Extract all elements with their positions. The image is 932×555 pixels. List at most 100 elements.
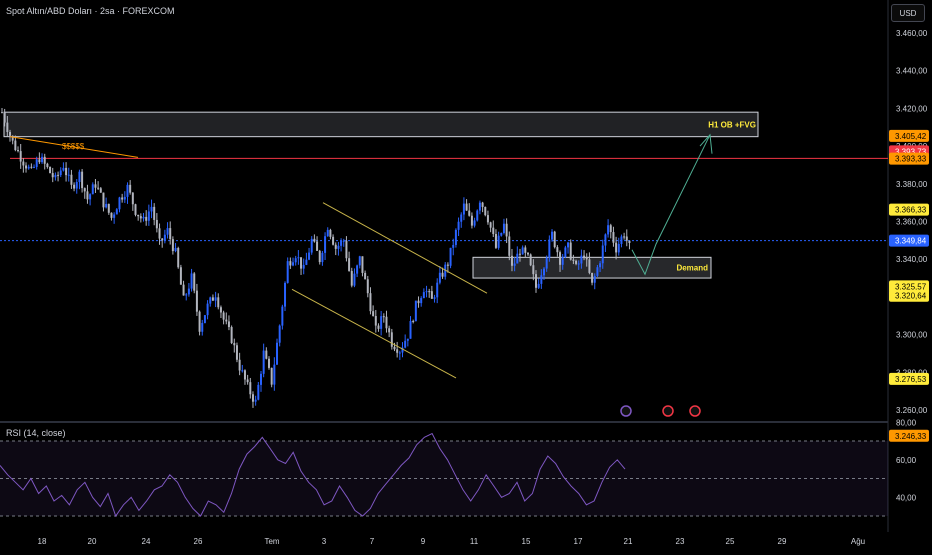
candle <box>195 283 198 316</box>
candle <box>470 212 473 229</box>
candle-body <box>241 370 244 372</box>
candle <box>449 247 452 269</box>
candle-body <box>86 191 89 200</box>
candle <box>385 310 388 333</box>
candle-body <box>388 328 391 333</box>
candle <box>89 193 92 206</box>
candle-body <box>615 242 618 253</box>
candle-body <box>254 399 257 402</box>
candle <box>441 267 444 279</box>
candle <box>102 192 105 212</box>
candle <box>49 166 52 174</box>
candle-body <box>54 174 57 178</box>
candle-body <box>222 312 225 320</box>
candle-body <box>150 206 153 212</box>
price-badge-bg <box>889 429 929 442</box>
candle-body <box>139 216 142 219</box>
candle <box>478 200 481 215</box>
candle <box>404 334 407 349</box>
candle <box>607 219 610 238</box>
rsi-line <box>0 432 626 518</box>
candle <box>113 212 116 224</box>
candle <box>259 370 262 392</box>
time-tick-label: 11 <box>470 537 479 546</box>
candle <box>169 221 172 245</box>
candle-body <box>460 214 463 222</box>
candle <box>316 236 319 251</box>
candle <box>502 218 505 235</box>
candle-body <box>155 219 158 229</box>
candle-body <box>465 203 468 211</box>
candle <box>65 162 68 182</box>
candle <box>243 369 246 385</box>
candle-body <box>75 181 78 189</box>
candle <box>460 212 463 228</box>
candle-body <box>163 234 166 241</box>
candle-body <box>292 262 295 266</box>
price-badge: 3.405,42 <box>889 129 929 142</box>
candle-body <box>497 235 500 248</box>
candle <box>510 248 513 272</box>
candle <box>163 229 166 244</box>
candle-body <box>273 364 276 385</box>
candle-body <box>449 247 452 266</box>
candle-body <box>548 239 551 258</box>
time-tick-label: 29 <box>778 537 787 546</box>
candle-body <box>543 268 546 276</box>
candle-body <box>516 253 519 264</box>
time-tick-label: 20 <box>88 537 97 546</box>
candle-body <box>481 202 484 207</box>
candle-body <box>11 135 14 141</box>
candle <box>262 343 265 378</box>
liquidity-label: $$$$$ <box>62 142 85 151</box>
candle-body <box>441 272 444 277</box>
candle <box>254 395 257 406</box>
candle-body <box>329 229 332 237</box>
currency-button[interactable]: USD <box>891 4 925 22</box>
candle-body <box>134 204 137 215</box>
candle <box>628 240 631 250</box>
candle <box>268 356 270 370</box>
candle <box>494 229 497 249</box>
candle-body <box>182 284 185 296</box>
candle <box>575 259 578 266</box>
event-markers <box>620 405 701 417</box>
candle-body <box>380 316 383 329</box>
candle-body <box>177 247 180 268</box>
candle-body <box>478 202 481 211</box>
candle-body <box>382 316 385 318</box>
candle <box>513 256 516 272</box>
candle-body <box>553 231 556 248</box>
candle <box>214 291 217 308</box>
candle-body <box>246 379 249 383</box>
candle-body <box>617 243 620 253</box>
candle-body <box>532 265 535 275</box>
candle <box>54 172 57 181</box>
candle <box>22 158 25 173</box>
candle <box>321 250 324 266</box>
price-badge-label: 3.276,53 <box>895 375 927 384</box>
candle-body <box>62 167 65 171</box>
candle-body <box>398 352 401 354</box>
candle <box>67 167 70 182</box>
candle-body <box>518 253 521 255</box>
candle <box>609 223 612 239</box>
price-badge: 3.393,33 <box>889 152 929 165</box>
time-tick-label: 23 <box>676 537 685 546</box>
candle <box>500 232 503 237</box>
candle-body <box>313 238 316 242</box>
candle <box>524 245 527 258</box>
candle <box>623 232 626 240</box>
candle <box>545 255 548 272</box>
candle-body <box>3 112 6 123</box>
candle <box>38 152 41 164</box>
candle-body <box>521 247 524 255</box>
candle-body <box>446 264 449 266</box>
candle <box>572 254 575 265</box>
candle <box>46 162 49 169</box>
rsi-pane: 80,00 60,00 40,00 <box>0 418 917 518</box>
candle <box>569 239 572 261</box>
